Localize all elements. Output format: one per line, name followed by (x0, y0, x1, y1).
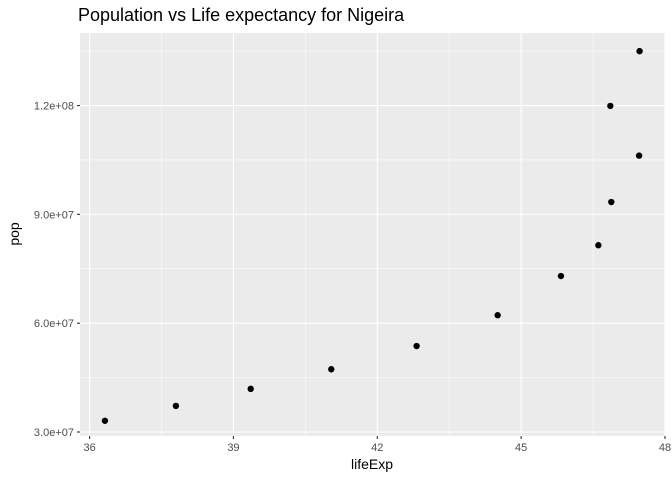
y-axis-ticks: 3.0e+07 6.0e+07 9.0e+07 1.2e+08 (34, 101, 80, 439)
data-point (247, 385, 254, 393)
data-point (413, 342, 420, 350)
data-point (595, 242, 602, 249)
data-point (101, 417, 109, 424)
y-tick-label: 3.0e+07 (34, 427, 74, 439)
x-tick-label: 48 (659, 442, 671, 454)
data-points (101, 47, 643, 424)
x-axis-title: lifeExp (351, 456, 393, 472)
x-tick-label: 45 (515, 442, 527, 454)
data-point (608, 198, 615, 206)
chart-title: Population vs Life expectancy for Nigeir… (78, 5, 405, 25)
x-tick-label: 36 (83, 442, 95, 454)
y-tick-label: 6.0e+07 (34, 318, 74, 330)
data-point (607, 102, 614, 110)
y-tick-label: 9.0e+07 (34, 209, 74, 221)
major-gridlines (80, 33, 666, 436)
y-axis-title: pop (6, 222, 22, 246)
data-point (172, 402, 180, 410)
data-point (557, 272, 565, 280)
x-tick-label: 42 (371, 442, 383, 454)
plot-panel (80, 33, 665, 436)
minor-gridlines (80, 33, 665, 436)
data-point (636, 47, 643, 55)
data-point (328, 366, 335, 373)
x-axis-ticks: 36 39 42 45 48 (83, 436, 671, 454)
data-point (494, 312, 501, 319)
x-tick-label: 39 (227, 442, 239, 454)
y-tick-label: 1.2e+08 (34, 101, 74, 113)
data-point (635, 152, 643, 159)
